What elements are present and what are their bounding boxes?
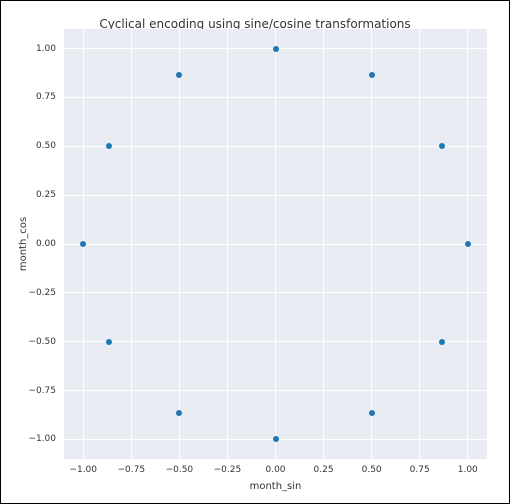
data-point <box>369 410 375 416</box>
y-tick-label: 0.25 <box>36 190 56 200</box>
x-axis-label: month_sin <box>64 481 487 492</box>
y-tick-label: 0.50 <box>36 141 56 151</box>
x-tick-label: 1.00 <box>458 465 478 475</box>
y-gridline <box>64 292 487 293</box>
data-point <box>273 46 279 52</box>
y-tick-label: −0.75 <box>28 386 56 396</box>
data-point <box>465 241 471 247</box>
data-point <box>176 410 182 416</box>
y-tick-label: −0.50 <box>28 337 56 347</box>
x-tick-label: −0.75 <box>117 465 145 475</box>
y-gridline <box>64 97 487 98</box>
y-axis-label: month_cos <box>18 29 29 459</box>
y-tick-label: −1.00 <box>28 434 56 444</box>
data-point <box>106 143 112 149</box>
chart-container: Cyclical encoding using sine/cosine tran… <box>0 0 510 504</box>
y-tick-label: 1.00 <box>36 44 56 54</box>
y-tick-label: −0.25 <box>28 288 56 298</box>
y-gridline <box>64 146 487 147</box>
data-point <box>273 436 279 442</box>
x-tick-label: 0.75 <box>410 465 430 475</box>
data-point <box>439 143 445 149</box>
y-gridline <box>64 390 487 391</box>
plot-area <box>64 29 487 459</box>
x-tick-label: −0.25 <box>214 465 242 475</box>
x-tick-label: 0.25 <box>314 465 334 475</box>
y-gridline <box>64 244 487 245</box>
y-tick-label: 0.75 <box>36 92 56 102</box>
data-point <box>106 339 112 345</box>
x-tick-label: −0.50 <box>166 465 194 475</box>
y-gridline <box>64 195 487 196</box>
x-tick-label: 0.50 <box>362 465 382 475</box>
y-gridline <box>64 341 487 342</box>
x-tick-label: −1.00 <box>69 465 97 475</box>
y-tick-label: 0.00 <box>36 239 56 249</box>
data-point <box>176 72 182 78</box>
x-tick-label: 0.00 <box>265 465 285 475</box>
data-point <box>439 339 445 345</box>
data-point <box>80 241 86 247</box>
data-point <box>369 72 375 78</box>
